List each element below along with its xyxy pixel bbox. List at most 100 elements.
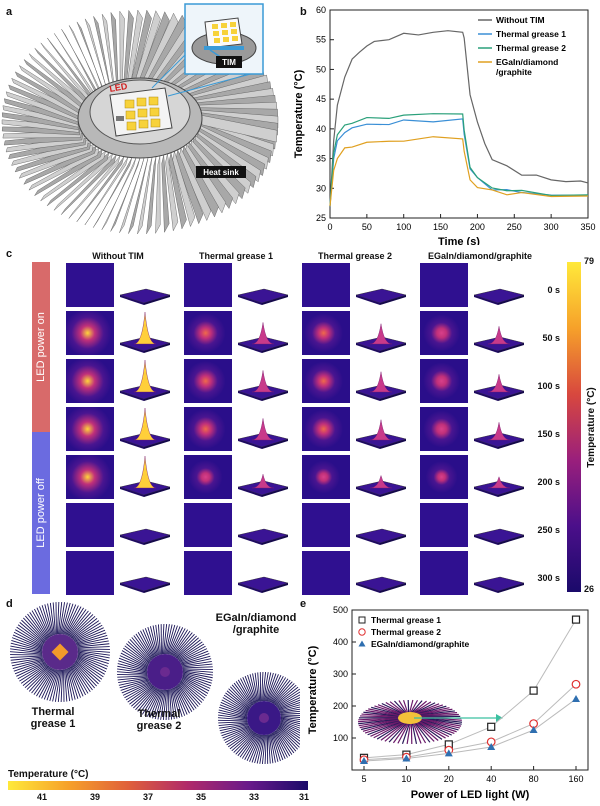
fin-d bbox=[165, 624, 173, 655]
fin-d bbox=[152, 625, 159, 656]
fin-d bbox=[74, 661, 99, 685]
fin-d bbox=[71, 665, 89, 694]
fin-d bbox=[122, 682, 151, 696]
fin-d bbox=[265, 672, 274, 702]
fin-d bbox=[219, 723, 249, 729]
fin-d bbox=[181, 660, 212, 667]
inset-fin-e bbox=[419, 718, 459, 731]
fin bbox=[172, 150, 196, 228]
surface-edge-2 bbox=[498, 583, 524, 593]
fin-d bbox=[274, 684, 297, 705]
inset-fin-e bbox=[359, 719, 401, 729]
colorbar-c bbox=[567, 262, 581, 592]
fin-d bbox=[178, 643, 205, 661]
surface-edge-2 bbox=[498, 343, 524, 353]
fin-d bbox=[173, 687, 186, 716]
fin-d bbox=[41, 669, 56, 699]
colorbar-d-title: Temperature (°C) bbox=[8, 769, 89, 780]
fin-d bbox=[249, 734, 262, 762]
surface-edge bbox=[474, 439, 498, 449]
fin-d bbox=[279, 708, 300, 713]
fin-d bbox=[273, 731, 286, 759]
fin-d bbox=[76, 657, 105, 675]
fin-d bbox=[72, 664, 91, 693]
fin-d bbox=[28, 667, 52, 692]
fin-d bbox=[172, 630, 191, 656]
ir-map-2d bbox=[420, 359, 468, 403]
ir-map-3d bbox=[237, 576, 289, 593]
y-tick-label-e: 400 bbox=[333, 637, 348, 647]
ir-map-3d bbox=[119, 455, 171, 497]
fin-d bbox=[269, 733, 276, 763]
ir-map-2d bbox=[302, 503, 350, 547]
series-line-e-2 bbox=[363, 698, 577, 762]
zoom-line bbox=[151, 51, 189, 89]
fin-d bbox=[67, 667, 79, 699]
inset-fin-e bbox=[376, 721, 405, 740]
surface-edge-2 bbox=[380, 295, 406, 305]
fin-d bbox=[11, 658, 44, 667]
temperature-peak bbox=[369, 323, 393, 345]
fin-d bbox=[60, 602, 68, 635]
fin-d bbox=[73, 622, 101, 641]
surface-edge bbox=[474, 487, 498, 497]
x-tick-label-b: 350 bbox=[580, 222, 595, 232]
chip-d-2 bbox=[259, 713, 269, 723]
inset-fin-e bbox=[380, 721, 406, 741]
fin bbox=[68, 25, 101, 96]
fin-d bbox=[12, 659, 44, 669]
fin-d bbox=[127, 641, 151, 663]
fin-d bbox=[47, 603, 54, 636]
inset-fin-e bbox=[409, 699, 419, 714]
fin-d bbox=[117, 665, 148, 673]
fin-d bbox=[178, 645, 206, 662]
x-axis-label-b: Time (s) bbox=[438, 236, 480, 245]
x-tick-label-e: 80 bbox=[529, 774, 539, 784]
fin bbox=[68, 155, 121, 219]
fin-d bbox=[182, 666, 213, 669]
surface-edge bbox=[238, 343, 262, 353]
surface-edge bbox=[238, 439, 262, 449]
fin-d bbox=[61, 602, 71, 635]
fin-d bbox=[68, 610, 89, 637]
fin bbox=[93, 157, 133, 228]
fin-d bbox=[166, 624, 176, 655]
surface-edge-2 bbox=[144, 295, 170, 305]
fin-d bbox=[223, 727, 251, 741]
fin-d bbox=[280, 716, 300, 721]
fin-d bbox=[268, 734, 274, 764]
fin-d bbox=[124, 645, 150, 665]
fin-d bbox=[117, 674, 148, 676]
time-label-300: 300 s bbox=[537, 573, 560, 583]
fin-d bbox=[154, 689, 164, 720]
fin-d bbox=[76, 637, 109, 646]
fin-d bbox=[272, 681, 293, 704]
ir-map-2d bbox=[420, 263, 468, 307]
fin-d bbox=[52, 602, 56, 635]
fin bbox=[128, 157, 149, 234]
fin-d bbox=[10, 655, 43, 658]
marker-e-0 bbox=[487, 722, 496, 731]
fin-d bbox=[22, 665, 49, 686]
fin-d bbox=[225, 692, 250, 711]
inset-fin-e bbox=[361, 713, 401, 718]
time-label-200: 200 s bbox=[537, 477, 560, 487]
fin-d bbox=[54, 669, 61, 702]
inset-fin-e bbox=[363, 711, 401, 717]
fin-d bbox=[179, 682, 201, 705]
led-cells bbox=[124, 96, 161, 131]
heat-sink-fins bbox=[1, 9, 279, 235]
ir-map-3d bbox=[473, 528, 525, 545]
fin-d bbox=[240, 678, 255, 705]
fin-d bbox=[279, 706, 300, 712]
panel-label-b: b bbox=[300, 6, 307, 18]
colorbar-c-title: Temperature (°C) bbox=[585, 386, 597, 468]
panel-label-d: d bbox=[6, 598, 13, 610]
fin-d bbox=[12, 634, 43, 649]
inset-fin-e bbox=[358, 718, 401, 727]
fin-d bbox=[75, 659, 103, 680]
fin-d bbox=[66, 668, 73, 701]
power-on-label: LED power on bbox=[35, 312, 47, 382]
fin-d bbox=[182, 670, 213, 676]
fin-d bbox=[137, 687, 157, 712]
